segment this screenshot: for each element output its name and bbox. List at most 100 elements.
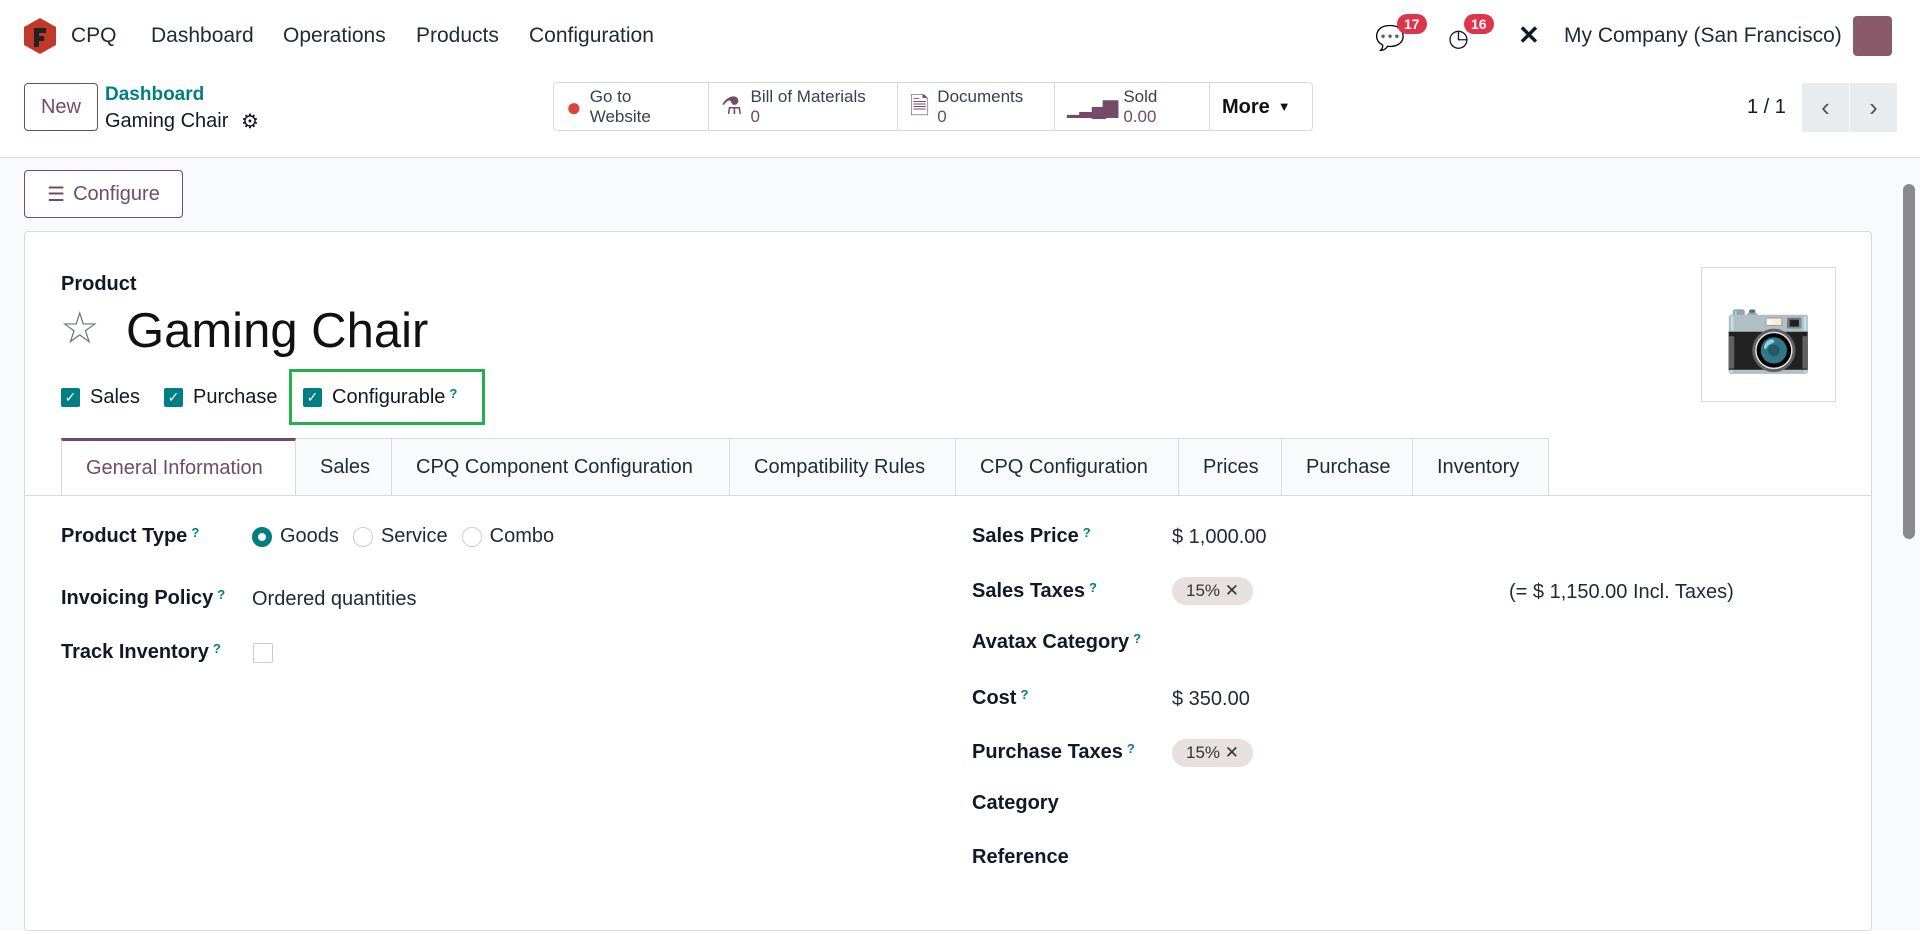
bom-button[interactable]: ⚗ Bill of Materials 0	[709, 83, 898, 130]
help-icon[interactable]: ?	[217, 587, 226, 602]
cost-value[interactable]: $ 350.00	[1172, 688, 1250, 710]
tab-sales[interactable]: Sales	[296, 438, 392, 496]
sales-price-label: Sales Price?	[972, 525, 1091, 548]
avatax-category-label: Avatax Category?	[972, 631, 1141, 654]
menu-dashboard[interactable]: Dashboard	[151, 24, 254, 47]
stat-label: Documents	[937, 86, 1024, 106]
caret-down-icon: ▼	[1277, 98, 1291, 114]
stat-value: 0	[937, 106, 947, 126]
checkbox-configurable[interactable]: ✓ Configurable?	[303, 386, 457, 409]
label-text: Invoicing Policy	[61, 587, 214, 609]
star-icon[interactable]: ☆	[60, 304, 100, 353]
purchase-tax-tag[interactable]: 15% ✕	[1172, 739, 1254, 767]
radio-label: Goods	[280, 525, 339, 547]
stat-value: 0.00	[1123, 106, 1157, 126]
configure-button[interactable]: ☰ Configure	[24, 170, 183, 218]
help-icon[interactable]: ?	[1020, 687, 1029, 702]
help-icon[interactable]: ?	[1082, 525, 1091, 540]
company-switcher[interactable]: My Company (San Francisco)	[1564, 24, 1842, 47]
menu-products[interactable]: Products	[416, 24, 499, 47]
product-label: Product	[61, 273, 137, 295]
label-text: Sales Price	[972, 525, 1079, 547]
globe-icon: ●	[566, 91, 582, 122]
clock-icon: ◷	[1448, 25, 1469, 52]
help-icon[interactable]: ?	[1126, 741, 1135, 756]
gear-icon[interactable]: ⚙	[241, 111, 259, 133]
radio-icon	[352, 526, 373, 547]
check-icon: ✓	[61, 388, 80, 407]
incl-taxes-text: (= $ 1,150.00 Incl. Taxes)	[1509, 581, 1734, 603]
close-icon[interactable]: ✕	[1224, 581, 1240, 600]
radio-label: Combo	[489, 525, 555, 547]
tag-label: 15%	[1186, 743, 1221, 762]
new-button[interactable]: New	[24, 83, 98, 131]
radio-icon	[252, 526, 272, 547]
label-text: Sales Taxes	[972, 580, 1086, 602]
sales-price-value[interactable]: $ 1,000.00	[1172, 526, 1267, 548]
label-text: Track Inventory	[61, 641, 209, 663]
chevron-left-icon: ‹	[1821, 92, 1830, 122]
breadcrumb-dashboard[interactable]: Dashboard	[105, 84, 205, 105]
activities-button[interactable]: ◷ 16	[1448, 14, 1494, 53]
checkbox-purchase[interactable]: ✓ Purchase	[164, 386, 278, 409]
document-icon: 🗎	[910, 92, 930, 120]
notebook-tabs: General Information Sales CPQ Component …	[61, 438, 1549, 496]
go-to-website-button[interactable]: ● Go to Website	[554, 83, 709, 130]
next-button[interactable]: ›	[1850, 83, 1897, 132]
sales-tax-tag[interactable]: 15% ✕	[1172, 577, 1254, 605]
radio-service[interactable]: Service	[352, 525, 448, 548]
close-icon[interactable]: ✕	[1224, 743, 1240, 762]
invoicing-policy-value[interactable]: Ordered quantities	[252, 588, 417, 610]
sold-button[interactable]: ▁▂▄▆ Sold 0.00	[1055, 83, 1210, 130]
checkbox-sales[interactable]: ✓ Sales	[61, 386, 140, 409]
tab-cpq-configuration[interactable]: CPQ Configuration	[956, 438, 1179, 496]
checkbox-label: Sales	[90, 386, 141, 408]
avatar[interactable]	[1853, 16, 1892, 56]
prev-button[interactable]: ‹	[1802, 83, 1849, 132]
breadcrumb-current: Gaming Chair	[105, 110, 229, 132]
more-button[interactable]: More ▼	[1210, 83, 1312, 130]
tab-general-information[interactable]: General Information	[61, 438, 296, 496]
label-text: Avatax Category	[972, 631, 1130, 653]
menu-operations[interactable]: Operations	[283, 24, 386, 47]
label-text: Configurable	[332, 386, 446, 408]
tab-inventory[interactable]: Inventory	[1413, 438, 1549, 496]
app-logo-icon[interactable]	[24, 18, 56, 54]
navbar: CPQ Dashboard Operations Products Config…	[0, 0, 1920, 72]
help-icon[interactable]: ?	[1133, 631, 1142, 646]
more-label: More	[1222, 95, 1270, 118]
help-icon[interactable]: ?	[212, 641, 221, 656]
stat-label: Go to	[589, 86, 632, 106]
radio-icon	[461, 526, 482, 547]
reference-label: Reference	[972, 846, 1069, 868]
help-icon[interactable]: ?	[449, 386, 458, 401]
highlight-box	[289, 369, 485, 425]
help-icon[interactable]: ?	[1089, 580, 1097, 595]
track-inventory-checkbox[interactable]	[253, 643, 273, 663]
product-type-radio: Goods Service Combo	[252, 525, 554, 548]
scrollbar[interactable]	[1900, 158, 1920, 889]
tools-icon[interactable]: ✕	[1518, 20, 1540, 50]
purchase-taxes-label: Purchase Taxes?	[972, 741, 1135, 764]
smart-buttons: ● Go to Website ⚗ Bill of Materials 0 🗎 Docum…	[553, 82, 1313, 131]
camera-plus-icon[interactable]: 📷	[1701, 267, 1836, 402]
product-name[interactable]: Gaming Chair	[126, 304, 429, 358]
label-text: Product Type	[61, 525, 188, 547]
help-icon[interactable]: ?	[191, 525, 200, 540]
flask-icon: ⚗	[721, 92, 743, 120]
documents-button[interactable]: 🗎 Documents 0	[898, 83, 1055, 130]
radio-combo[interactable]: Combo	[461, 525, 555, 548]
tab-prices[interactable]: Prices	[1179, 438, 1282, 496]
checkbox-label: Purchase	[193, 386, 278, 408]
menu-configuration[interactable]: Configuration	[529, 24, 654, 47]
check-icon: ✓	[164, 388, 183, 407]
radio-goods[interactable]: Goods	[252, 525, 339, 548]
track-inventory-label: Track Inventory?	[61, 641, 221, 664]
app-name[interactable]: CPQ	[71, 24, 117, 47]
messages-badge: 17	[1397, 14, 1427, 34]
tab-purchase[interactable]: Purchase	[1282, 438, 1413, 496]
tab-cpq-component-configuration[interactable]: CPQ Component Configuration	[392, 438, 730, 496]
tab-compatibility-rules[interactable]: Compatibility Rules	[730, 438, 956, 496]
scrollbar-thumb[interactable]	[1903, 184, 1915, 539]
messages-button[interactable]: 💬 17	[1375, 14, 1427, 53]
